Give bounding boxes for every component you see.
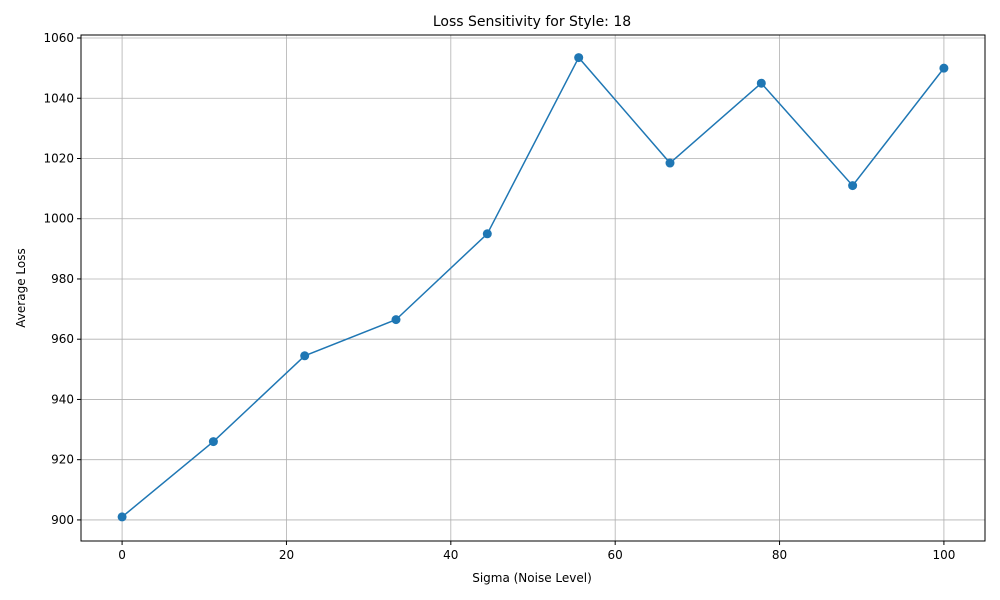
data-point <box>482 229 492 239</box>
chart-title: Loss Sensitivity for Style: 18 <box>433 14 631 30</box>
y-axis: 900 920 940 960 980 1000 1020 1040 1060 <box>43 31 81 527</box>
y-tick-label: 920 <box>51 453 74 467</box>
data-point <box>208 437 218 447</box>
x-tick-label: 60 <box>608 548 623 562</box>
data-point <box>300 351 310 361</box>
x-tick-label: 80 <box>772 548 787 562</box>
y-tick-label: 900 <box>51 513 74 527</box>
y-tick-label: 960 <box>51 332 74 346</box>
y-tick-label: 940 <box>51 392 74 406</box>
plot-frame <box>80 34 986 542</box>
x-axis: 0 20 40 60 80 100 <box>118 541 955 562</box>
x-tick-label: 100 <box>932 548 955 562</box>
data-point <box>939 63 949 73</box>
x-tick-label: 0 <box>118 548 126 562</box>
data-point <box>756 78 766 88</box>
data-point <box>665 158 675 168</box>
y-axis-label: Average Loss <box>14 248 28 327</box>
data-point <box>848 181 858 191</box>
y-tick-label: 1060 <box>43 31 74 45</box>
series-line <box>121 56 945 518</box>
y-tick-label: 1020 <box>43 151 74 165</box>
y-tick-label: 980 <box>51 272 74 286</box>
series-group <box>117 53 949 522</box>
data-point <box>574 53 584 63</box>
data-point <box>117 512 127 522</box>
x-tick-label: 40 <box>443 548 458 562</box>
data-point <box>391 315 401 325</box>
y-tick-label: 1000 <box>43 212 74 226</box>
grid-lines <box>81 35 985 541</box>
y-tick-label: 1040 <box>43 91 74 105</box>
x-axis-label: Sigma (Noise Level) <box>472 571 592 585</box>
x-tick-label: 20 <box>279 548 294 562</box>
